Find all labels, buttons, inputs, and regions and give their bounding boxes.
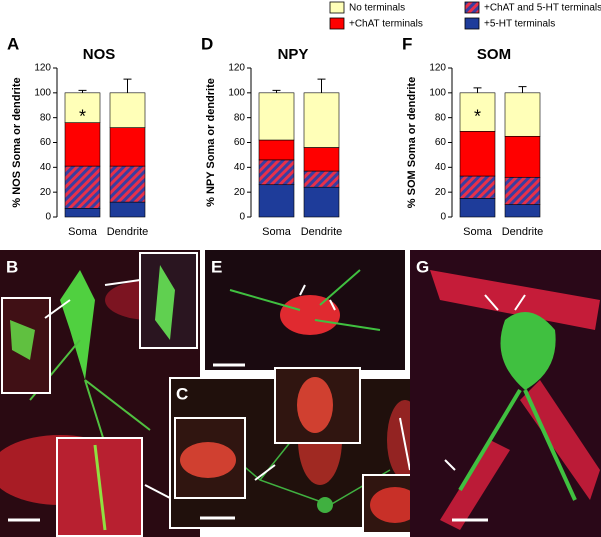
image-panel-label: G <box>416 257 429 276</box>
bar-segment <box>459 198 496 218</box>
bar-segment <box>109 92 146 128</box>
panel-label: D <box>201 34 213 53</box>
bar-segment <box>258 92 295 141</box>
bar-segment <box>303 186 340 218</box>
bar-segment <box>459 175 496 199</box>
y-tick-label: 80 <box>435 112 447 123</box>
legend-swatch <box>464 17 480 30</box>
panel-label: A <box>7 34 19 53</box>
x-tick-label: Soma <box>262 226 292 238</box>
bar-segment <box>504 204 541 218</box>
error-bar <box>473 87 482 93</box>
panel-label: F <box>402 34 412 53</box>
bar-segment <box>109 165 146 203</box>
error-bar <box>518 86 527 93</box>
y-tick-label: 100 <box>34 87 51 98</box>
image-panel-label: B <box>6 257 18 276</box>
bar-segment <box>258 184 295 218</box>
bar-segment <box>109 201 146 218</box>
y-tick-label: 60 <box>435 137 447 148</box>
y-tick-label: 20 <box>234 187 246 198</box>
y-axis-label: % NPY Soma or dendrite <box>205 78 217 207</box>
error-bar <box>78 89 87 93</box>
error-bar <box>123 78 132 93</box>
image-c <box>169 367 433 534</box>
legend-label: No terminals <box>349 3 405 14</box>
y-tick-label: 100 <box>429 87 446 98</box>
legend-label: +5-HT terminals <box>484 19 555 30</box>
bar-segment <box>258 139 295 161</box>
bar-segment <box>303 92 340 148</box>
bar-segment <box>504 176 541 205</box>
bar-segment <box>64 208 101 218</box>
y-axis-label: % NOS Soma or dendrite <box>11 77 23 207</box>
x-tick-label: Dendrite <box>301 226 343 238</box>
x-tick-label: Soma <box>463 226 493 238</box>
y-tick-label: 0 <box>45 212 51 223</box>
bar-segment <box>64 92 101 123</box>
bar-segment <box>64 122 101 167</box>
bar-segment <box>303 147 340 172</box>
bar-segment <box>459 131 496 177</box>
image-panel-label: E <box>211 257 222 276</box>
x-tick-label: Dendrite <box>107 226 149 238</box>
y-tick-label: 100 <box>228 87 245 98</box>
y-tick-label: 120 <box>34 63 51 74</box>
chart-title: NOS <box>83 46 116 63</box>
image-b <box>0 250 200 537</box>
bar-segment <box>303 170 340 188</box>
annotation: * <box>474 107 481 127</box>
y-tick-label: 40 <box>234 162 246 173</box>
image-e <box>205 250 405 370</box>
legend-swatch <box>329 1 345 14</box>
bar-segment <box>109 127 146 167</box>
x-tick-label: Dendrite <box>502 226 544 238</box>
y-tick-label: 40 <box>435 162 447 173</box>
chart-title: SOM <box>477 46 511 63</box>
image-g <box>410 250 601 537</box>
bar-segment <box>459 92 496 132</box>
legend: No terminals +ChAT and 5-HT terminals +ChA… <box>329 1 601 30</box>
error-bar <box>272 89 281 93</box>
y-tick-label: 20 <box>435 187 447 198</box>
legend-label: +ChAT terminals <box>349 19 423 30</box>
bar-segment <box>258 159 295 186</box>
y-tick-label: 60 <box>234 137 246 148</box>
bar-segment <box>504 92 541 137</box>
y-tick-label: 80 <box>40 112 52 123</box>
y-tick-label: 80 <box>234 112 246 123</box>
x-tick-label: Soma <box>68 226 98 238</box>
image-panel-label: C <box>176 384 188 403</box>
y-tick-label: 60 <box>40 137 52 148</box>
y-tick-label: 0 <box>440 212 446 223</box>
bar-segment <box>504 135 541 178</box>
chart-title: NPY <box>278 46 309 63</box>
legend-swatch <box>464 1 480 14</box>
error-bar <box>317 78 326 93</box>
y-tick-label: 120 <box>429 63 446 74</box>
y-tick-label: 20 <box>40 187 52 198</box>
y-axis-label: % SOM Soma or dendrite <box>406 77 418 208</box>
annotation: * <box>79 107 86 127</box>
bar-segment <box>64 165 101 209</box>
legend-label: +ChAT and 5-HT terminals <box>484 3 601 14</box>
y-tick-label: 120 <box>228 63 245 74</box>
y-tick-label: 0 <box>239 212 245 223</box>
legend-swatch <box>329 17 345 30</box>
y-tick-label: 40 <box>40 162 52 173</box>
